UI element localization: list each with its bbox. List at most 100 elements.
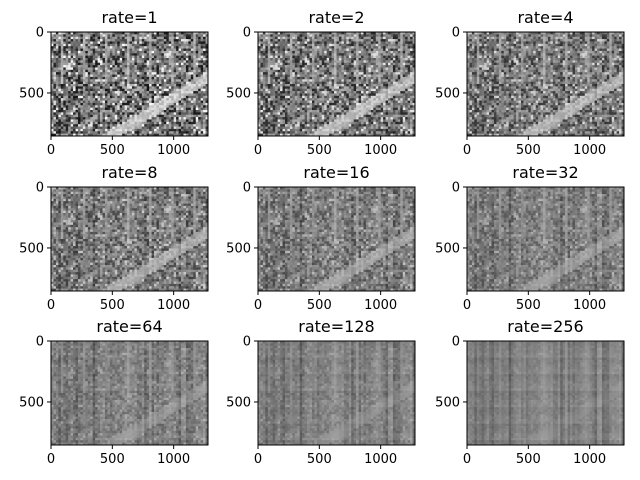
image-pixel (359, 79, 362, 82)
image-pixel (127, 103, 130, 106)
image-pixel (134, 63, 137, 66)
image-pixel (381, 101, 384, 104)
image-pixel (295, 51, 298, 54)
image-pixel (100, 127, 103, 130)
image-pixel (63, 34, 66, 37)
image-pixel (400, 39, 403, 42)
image-pixel (191, 93, 194, 96)
image-pixel (120, 34, 123, 37)
image-pixel (292, 89, 295, 92)
image-pixel (127, 67, 130, 70)
image-pixel (142, 75, 145, 78)
image-pixel (373, 37, 376, 40)
image-pixel (381, 70, 384, 73)
image-pixel (125, 49, 128, 52)
image-pixel (198, 75, 201, 78)
image-pixel (378, 37, 381, 40)
image-pixel (78, 86, 81, 89)
image-pixel (398, 108, 401, 111)
image-pixel (356, 60, 359, 63)
image-pixel (275, 79, 278, 82)
image-pixel (181, 86, 184, 89)
image-pixel (83, 91, 86, 94)
image-pixel (300, 82, 303, 85)
image-pixel (344, 39, 347, 42)
image-pixel (196, 63, 199, 66)
image-pixel (147, 44, 150, 47)
image-pixel (408, 77, 411, 80)
image-pixel (115, 44, 118, 47)
image-pixel (61, 101, 64, 104)
image-pixel (297, 53, 300, 56)
image-pixel (260, 101, 263, 104)
image-pixel (393, 105, 396, 108)
image-pixel (71, 103, 74, 106)
image-pixel (265, 34, 268, 37)
image-pixel (166, 41, 169, 44)
image-pixel (85, 105, 88, 108)
image-pixel (71, 67, 74, 70)
image-pixel (196, 98, 199, 101)
image-pixel (107, 115, 110, 118)
image-pixel (139, 93, 142, 96)
image-pixel (305, 86, 308, 89)
image-pixel (305, 79, 308, 82)
image-pixel (354, 108, 357, 111)
image-pixel (305, 44, 308, 47)
image-pixel (405, 63, 408, 66)
image-pixel (90, 84, 93, 87)
image-pixel (161, 56, 164, 59)
image-pixel (283, 89, 286, 92)
image-pixel (71, 119, 74, 122)
image-pixel (73, 84, 76, 87)
image-pixel (388, 53, 391, 56)
image-pixel (400, 86, 403, 89)
image-pixel (297, 63, 300, 66)
image-pixel (63, 51, 66, 54)
image-pixel (351, 56, 354, 59)
image-pixel (127, 51, 130, 54)
image-pixel (144, 84, 147, 87)
image-pixel (117, 56, 120, 59)
image-pixel (290, 75, 293, 78)
image-pixel (122, 60, 125, 63)
image-pixel (408, 89, 411, 92)
image-pixel (132, 110, 135, 113)
image-pixel (110, 65, 113, 68)
image-pixel (71, 63, 74, 66)
image-pixel (305, 51, 308, 54)
image-pixel (137, 96, 140, 99)
image-pixel (319, 56, 322, 59)
image-pixel (203, 72, 206, 75)
image-pixel (174, 124, 177, 127)
image-pixel (144, 86, 147, 89)
image-pixel (179, 60, 182, 63)
image-pixel (371, 110, 374, 113)
image-pixel (378, 58, 381, 61)
image-pixel (366, 77, 369, 80)
image-pixel (263, 98, 266, 101)
image-pixel (107, 127, 110, 130)
image-pixel (83, 101, 86, 104)
image-pixel (154, 79, 157, 82)
image-pixel (159, 101, 162, 104)
image-pixel (403, 86, 406, 89)
image-pixel (169, 96, 172, 99)
image-pixel (73, 41, 76, 44)
image-pixel (95, 86, 98, 89)
image-pixel (76, 70, 79, 73)
image-pixel (283, 108, 286, 111)
image-pixel (100, 34, 103, 37)
image-pixel (110, 89, 113, 92)
image-pixel (76, 53, 79, 56)
image-pixel (107, 44, 110, 47)
image-pixel (176, 84, 179, 87)
image-pixel (83, 46, 86, 49)
image-pixel (105, 49, 108, 52)
image-pixel (312, 75, 315, 78)
image-pixel (166, 70, 169, 73)
image-pixel (174, 58, 177, 61)
image-pixel (164, 72, 167, 75)
image-pixel (171, 89, 174, 92)
image-pixel (332, 41, 335, 44)
